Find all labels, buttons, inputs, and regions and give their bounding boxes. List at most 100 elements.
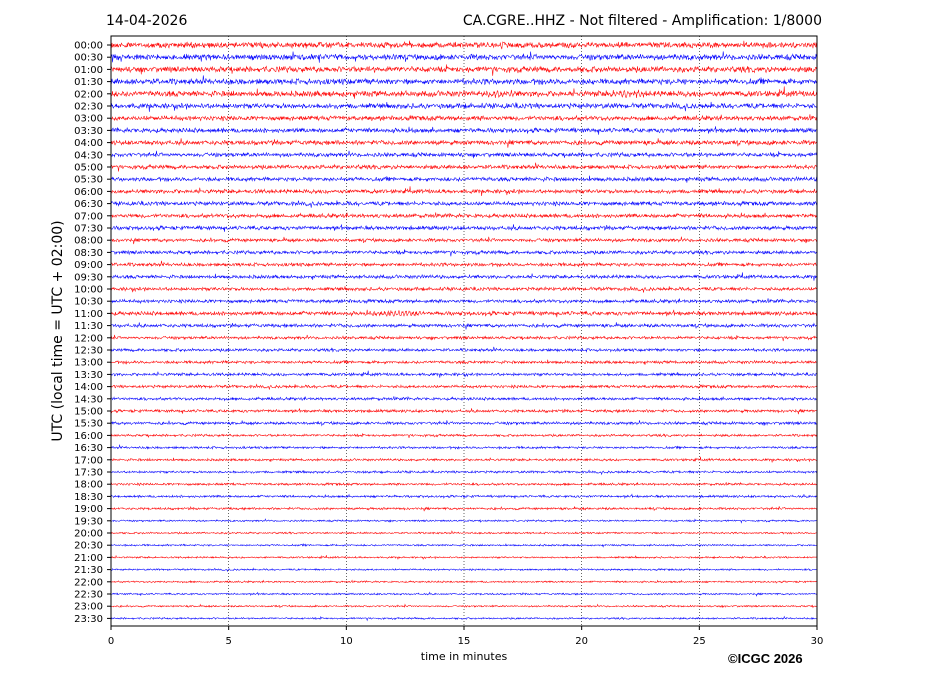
chart-title: CA.CGRE..HHZ - Not filtered - Amplificat… xyxy=(463,13,822,29)
trace-2330 xyxy=(110,615,818,622)
trace-0930 xyxy=(110,272,818,281)
y-tick-label: 12:30 xyxy=(74,346,103,357)
y-tick-label: 06:00 xyxy=(74,187,103,198)
trace-0900 xyxy=(110,260,818,268)
trace-0500 xyxy=(110,162,818,172)
y-tick-label: 03:30 xyxy=(74,126,103,137)
trace-0330 xyxy=(110,126,818,135)
trace-1800 xyxy=(110,481,818,487)
trace-1330 xyxy=(110,370,818,378)
x-tick-label: 25 xyxy=(693,636,706,647)
trace-0130 xyxy=(110,75,818,86)
trace-1700 xyxy=(110,456,818,463)
y-tick-label: 18:30 xyxy=(74,492,103,503)
y-tick-label: 04:00 xyxy=(74,138,103,149)
y-tick-label: 19:30 xyxy=(74,516,103,527)
y-tick-label: 17:00 xyxy=(74,455,103,466)
trace-2230 xyxy=(110,591,818,597)
trace-0400 xyxy=(110,138,818,148)
y-tick-label: 17:30 xyxy=(74,468,103,479)
y-tick-label: 03:00 xyxy=(74,114,103,125)
trace-1200 xyxy=(110,334,818,342)
y-tick-label: 15:00 xyxy=(74,407,103,418)
trace-1430 xyxy=(110,395,818,402)
y-tick-label: 09:30 xyxy=(74,272,103,283)
y-tick-label: 07:00 xyxy=(74,211,103,222)
trace-2200 xyxy=(110,579,818,584)
trace-1630 xyxy=(110,444,818,450)
trace-1030 xyxy=(110,298,818,305)
y-tick-label: 22:30 xyxy=(74,590,103,601)
y-tick-label: 15:30 xyxy=(74,419,103,430)
x-tick-label: 5 xyxy=(225,636,231,647)
trace-0730 xyxy=(110,224,818,232)
y-tick-label: 16:30 xyxy=(74,443,103,454)
grid-lines xyxy=(228,36,700,626)
y-tick-label: 22:00 xyxy=(74,577,103,588)
y-tick-label: 01:00 xyxy=(74,65,103,76)
y-tick-label: 00:00 xyxy=(74,41,103,52)
x-tick-label: 15 xyxy=(458,636,471,647)
y-tick-label: 08:30 xyxy=(74,248,103,259)
trace-0830 xyxy=(110,249,818,257)
trace-1730 xyxy=(110,469,818,476)
y-tick-label: 02:30 xyxy=(74,102,103,113)
trace-2000 xyxy=(110,530,818,535)
trace-1230 xyxy=(110,346,818,353)
y-tick-label: 20:30 xyxy=(74,541,103,552)
y-tick-label: 14:30 xyxy=(74,394,103,405)
y-tick-label: 08:00 xyxy=(74,236,103,247)
y-tick-label: 13:00 xyxy=(74,358,103,369)
x-tick-label: 20 xyxy=(575,636,588,647)
y-tick-label: 10:30 xyxy=(74,297,103,308)
y-tick-label: 14:00 xyxy=(74,382,103,393)
y-tick-label: 02:00 xyxy=(74,89,103,100)
trace-1300 xyxy=(110,359,818,365)
y-tick-label: 20:00 xyxy=(74,529,103,540)
y-tick-label: 23:00 xyxy=(74,602,103,613)
trace-1100 xyxy=(110,309,818,318)
y-tick-label: 12:00 xyxy=(74,333,103,344)
x-axis-ticks: 0 5 10 15 20 25 30 xyxy=(108,626,824,647)
date-label: 14-04-2026 xyxy=(106,13,187,29)
y-tick-label: 21:30 xyxy=(74,565,103,576)
x-axis-label: time in minutes xyxy=(421,650,508,663)
trace-0530 xyxy=(110,175,818,183)
x-tick-label: 0 xyxy=(108,636,114,647)
trace-2130 xyxy=(110,567,818,573)
trace-0630 xyxy=(110,200,818,208)
trace-2100 xyxy=(110,554,818,560)
trace-1830 xyxy=(110,493,818,499)
trace-1530 xyxy=(110,420,818,427)
trace-0430 xyxy=(110,150,818,159)
y-tick-label: 16:00 xyxy=(74,431,103,442)
y-tick-label: 11:00 xyxy=(74,309,103,320)
trace-1930 xyxy=(110,518,818,524)
trace-0700 xyxy=(110,212,818,220)
trace-0200 xyxy=(110,86,818,99)
y-tick-label: 06:30 xyxy=(74,199,103,210)
trace-0030 xyxy=(110,51,818,63)
y-axis-label: UTC (local time = UTC + 02:00) xyxy=(50,220,66,441)
copyright-label: ©ICGC 2026 xyxy=(728,651,803,666)
y-tick-label: 10:00 xyxy=(74,285,103,296)
trace-0600 xyxy=(110,186,818,196)
y-tick-label: 13:30 xyxy=(74,370,103,381)
trace-2030 xyxy=(110,542,818,548)
trace-1400 xyxy=(110,383,818,390)
trace-1130 xyxy=(110,322,818,330)
trace-1000 xyxy=(110,286,818,293)
x-tick-label: 30 xyxy=(811,636,824,647)
y-tick-label: 09:00 xyxy=(74,260,103,271)
y-tick-label: 18:00 xyxy=(74,480,103,491)
trace-1600 xyxy=(110,433,818,439)
y-tick-label: 05:00 xyxy=(74,163,103,174)
trace-1900 xyxy=(110,506,818,512)
trace-1500 xyxy=(110,408,818,415)
trace-0230 xyxy=(110,101,818,112)
y-tick-label: 11:30 xyxy=(74,321,103,332)
trace-0100 xyxy=(110,64,818,76)
seismic-traces xyxy=(110,40,818,622)
y-tick-label: 19:00 xyxy=(74,504,103,515)
